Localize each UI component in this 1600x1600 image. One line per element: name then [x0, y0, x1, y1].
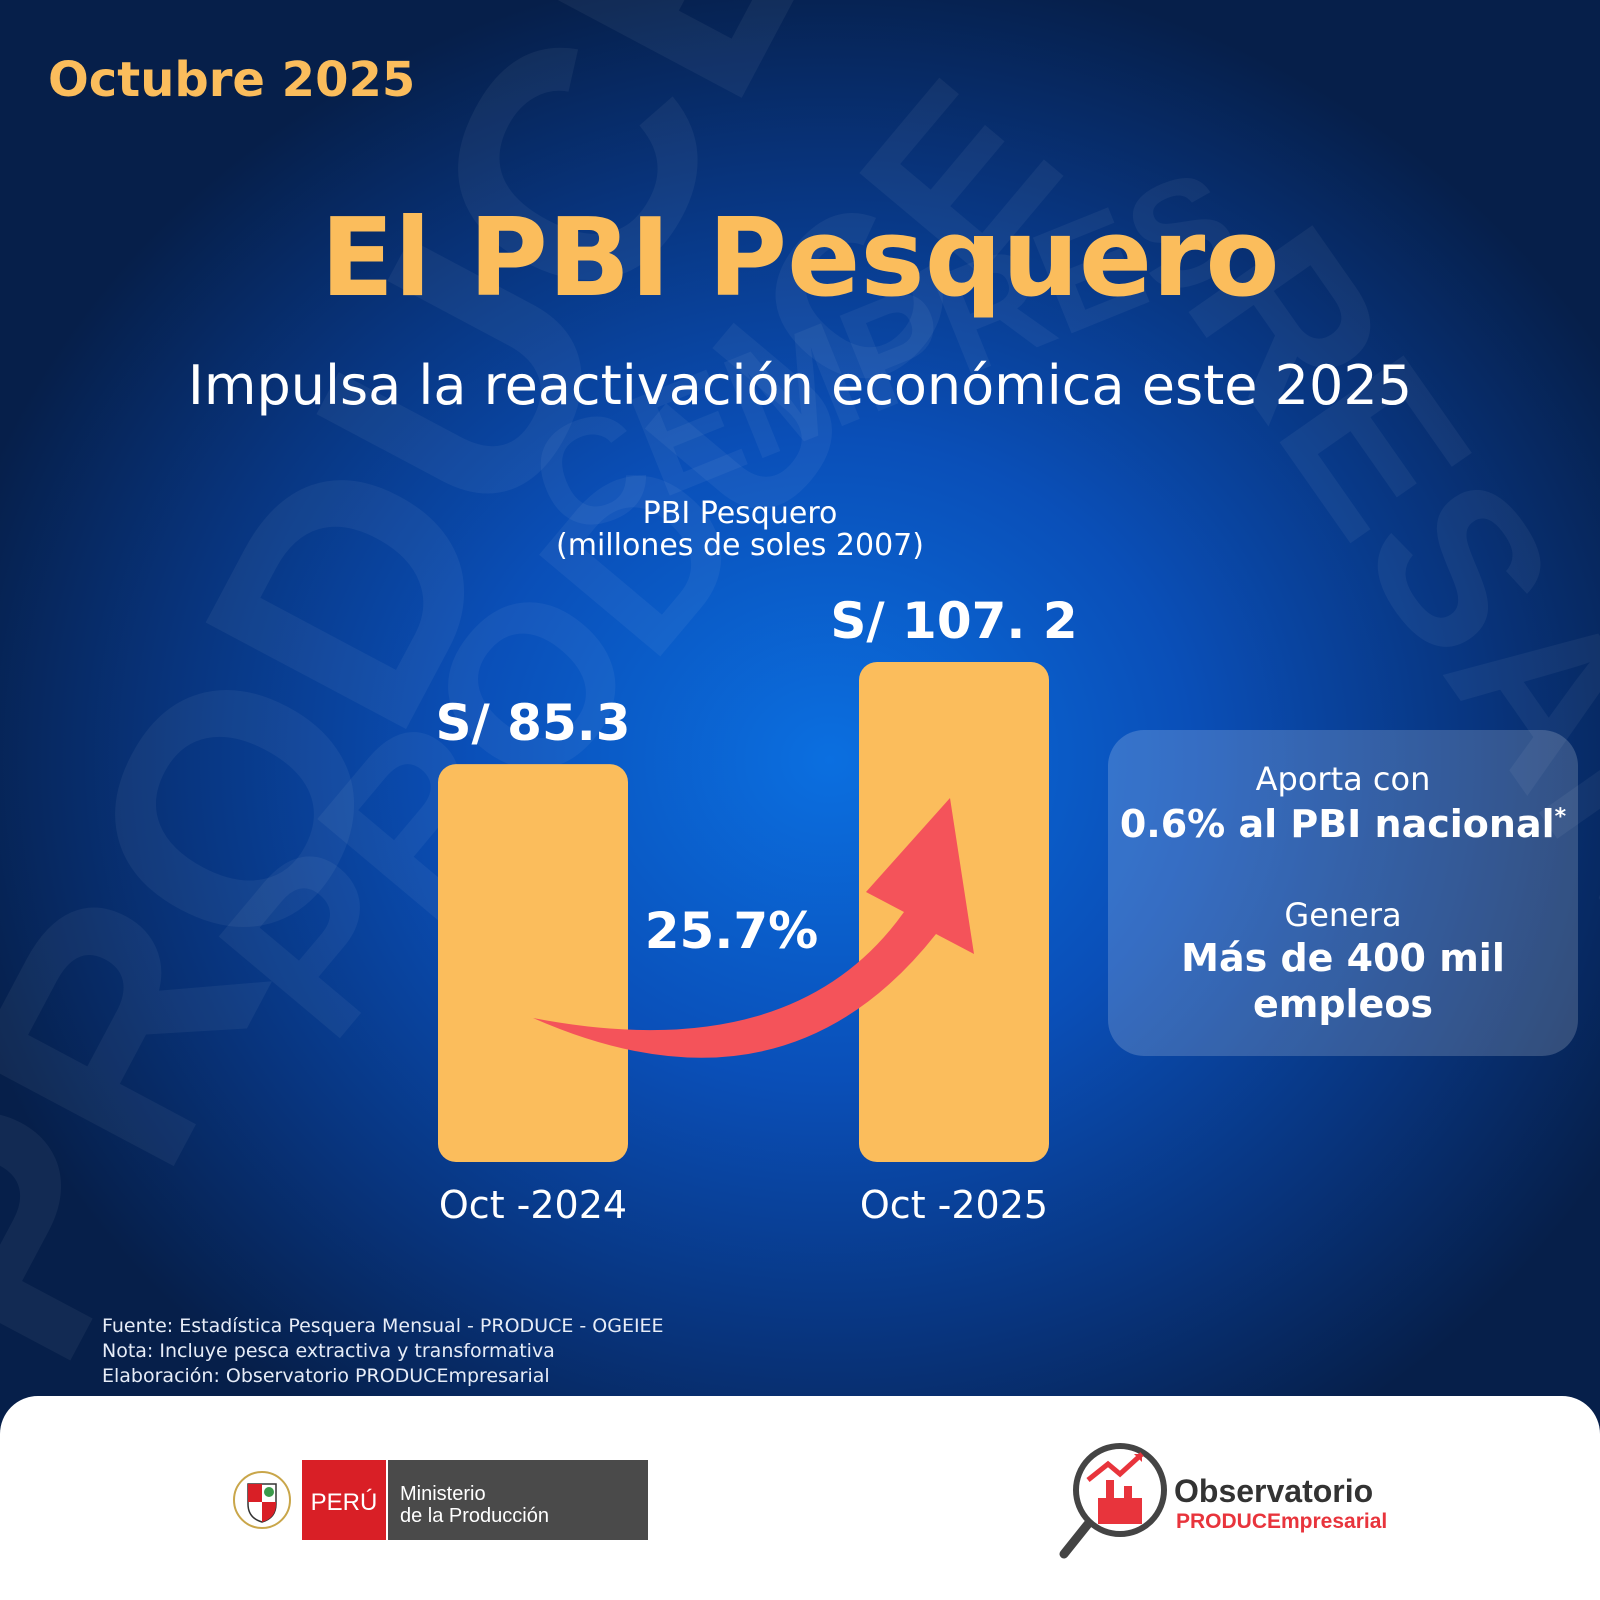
info-footnote-mark: *: [1554, 804, 1567, 830]
growth-label: 25.7%: [645, 902, 818, 960]
footer-notes: Fuente: Estadística Pesquera Mensual - P…: [102, 1314, 664, 1389]
info-contribution-label: Aporta con: [1255, 760, 1431, 798]
info-employment-value-line2: empleos: [1252, 982, 1434, 1026]
info-box: Aporta con 0.6% al PBI nacional* Genera …: [1108, 730, 1578, 1056]
growth-arrow-icon: [533, 798, 974, 1058]
chart-title-line2: (millones de soles 2007): [556, 528, 924, 563]
ministry-badge: [388, 1460, 648, 1540]
bar-value-label-2: S/ 107. 2: [830, 592, 1077, 650]
peru-badge-label: PERÚ: [311, 1489, 378, 1516]
source-note: Fuente: Estadística Pesquera Mensual - P…: [102, 1315, 664, 1337]
peru-coat-of-arms-icon: [233, 1471, 291, 1529]
observatorio-title: Observatorio: [1174, 1473, 1373, 1509]
info-employment-value-line1: Más de 400 mil: [1181, 936, 1505, 980]
info-employment-label: Genera: [1284, 896, 1402, 934]
bar-1: [438, 764, 628, 1162]
info-contribution-text: 0.6% al PBI nacional: [1119, 802, 1555, 846]
info-contribution-value: 0.6% al PBI nacional*: [1108, 802, 1578, 846]
scope-note: Nota: Incluye pesca extractiva y transfo…: [102, 1340, 555, 1362]
page-subtitle: Impulsa la reactivación económica este 2…: [187, 354, 1413, 417]
chart-title: PBI Pesquero (millones de soles 2007): [440, 498, 1040, 562]
ministry-line1: Ministerio: [400, 1483, 486, 1505]
page-title: El PBI Pesquero: [320, 196, 1280, 321]
chart-title-line1: PBI Pesquero: [642, 496, 838, 531]
bar-value-label-1: S/ 85.3: [435, 694, 630, 752]
x-tick-label-2: Oct -2025: [860, 1183, 1048, 1227]
credit-note: Elaboración: Observatorio PRODUCEmpresar…: [102, 1365, 550, 1387]
peru-badge: [302, 1460, 386, 1540]
report-date: Octubre 2025: [48, 52, 416, 108]
observatorio-subtitle: PRODUCEmpresarial: [1176, 1510, 1387, 1533]
ministerio-produccion-logo: PERÚ Ministerio de la Producción: [233, 1460, 648, 1540]
ministry-line2: de la Producción: [400, 1505, 549, 1527]
x-tick-label-1: Oct -2024: [439, 1183, 627, 1227]
magnifier-factory-icon: [1059, 1443, 1167, 1559]
observatorio-logo: Observatorio PRODUCEmpresarial: [1059, 1443, 1387, 1559]
